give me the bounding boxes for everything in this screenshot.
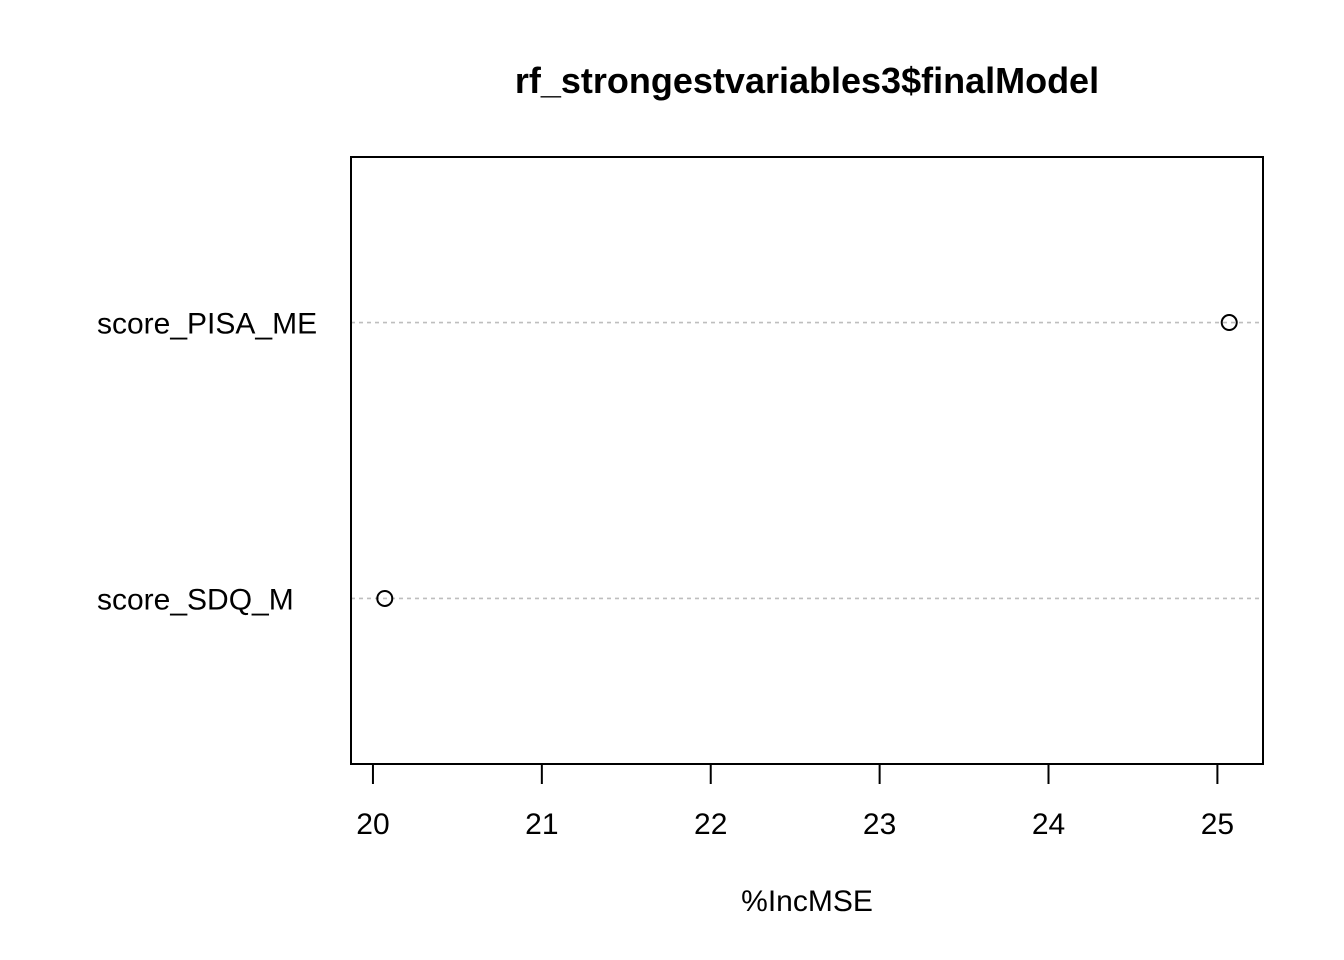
- plot-frame: [350, 156, 1264, 765]
- data-point: [376, 589, 394, 607]
- x-tick-label: 20: [356, 808, 389, 841]
- x-axis: 20 21 22 23 24 25: [356, 763, 1234, 841]
- x-tick-label: 21: [525, 808, 558, 841]
- x-tick-label: 23: [863, 808, 896, 841]
- category-label: score_SDQ_M: [97, 583, 294, 616]
- x-axis-label: %IncMSE: [741, 885, 873, 918]
- chart-title: rf_strongestvariables3$finalModel: [515, 60, 1099, 101]
- data-points: [376, 314, 1238, 607]
- data-point: [1220, 314, 1238, 332]
- x-tick-label: 25: [1201, 808, 1234, 841]
- category-label: score_PISA_ME: [97, 308, 317, 341]
- category-labels: score_SDQ_M score_PISA_ME: [97, 308, 317, 617]
- x-tick-label: 22: [694, 808, 727, 841]
- x-tick-label: 24: [1032, 808, 1065, 841]
- guide-lines: [351, 321, 1263, 600]
